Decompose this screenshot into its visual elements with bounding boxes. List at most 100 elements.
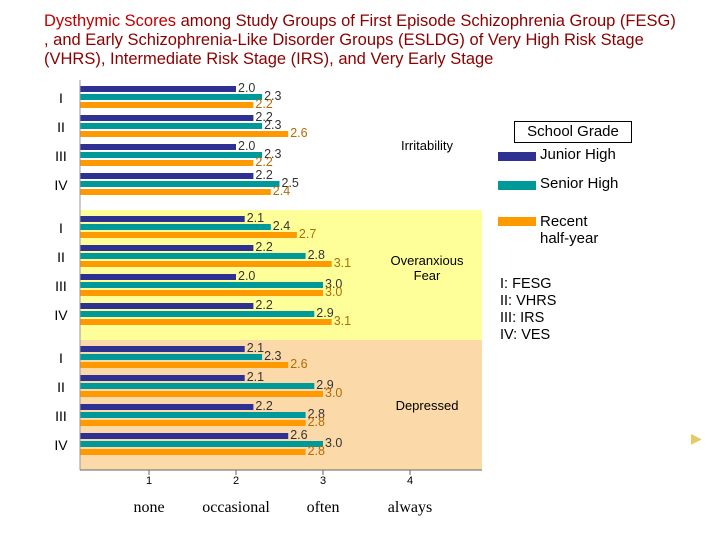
group-label: I [59,220,63,236]
data-label: 2.2 [255,97,272,111]
data-label: 2.8 [308,444,325,458]
x-tick-label: often [307,499,340,516]
data-label: 2.1 [247,341,264,355]
data-label: 2.4 [273,184,290,198]
bar [80,189,271,195]
x-tick-number: 1 [146,475,152,487]
bar [80,131,289,137]
bar [80,86,236,92]
bar [80,404,254,410]
bar [80,412,306,418]
bar [80,245,254,251]
group-label: III [55,278,67,294]
data-label: 3.0 [325,386,342,400]
group-key-item: III: IRS [500,310,545,326]
legend-label-senior-high: Senior High [540,175,619,192]
legend-label-junior-high: Junior High [540,146,616,163]
bar [80,152,263,158]
legend-label-recent-half-year: Recent half-year [540,213,599,247]
legend-swatch-senior-high [498,181,536,190]
data-label: 3.0 [325,436,342,450]
x-tick-label: always [388,499,432,516]
data-label: 2.6 [290,357,307,371]
chart-title-rest: among Study Groups of First Episode Schi… [44,12,676,68]
bar [80,375,245,381]
bar [80,160,254,166]
data-label: 3.0 [325,285,342,299]
legend-swatch-junior-high [498,152,536,161]
group-label: IV [54,307,68,323]
group-label: II [57,119,65,135]
bar [80,224,271,230]
x-tick-number: 2 [233,475,239,487]
data-label: 2.0 [238,139,255,153]
x-tick-label: none [133,499,164,516]
data-label: 2.8 [308,407,325,421]
group-key-item: IV: VES [500,327,551,343]
bar [80,311,315,317]
bar [80,216,245,222]
bar [80,319,332,325]
arrow-icon: ▶ [691,430,702,446]
group-key-item: I: FESG [500,276,552,292]
bar [80,383,315,389]
data-label: 2.2 [255,298,272,312]
group-key: I: FESG II: VHRS III: IRS IV: VES [500,276,556,344]
data-label: 2.2 [255,399,272,413]
data-label: 2.3 [264,118,281,132]
group-label: I [59,350,63,366]
bar [80,391,323,397]
data-label: 2.3 [264,349,281,363]
group-label: IV [54,437,68,453]
data-label: 2.0 [238,269,255,283]
bar [80,253,306,259]
bar [80,290,323,296]
bar [80,362,289,368]
chart-title-highlight: Dysthymic Scores [44,12,177,30]
bar [80,94,263,100]
data-label: 2.3 [264,89,281,103]
data-label: 2.1 [247,211,264,225]
panel-label: Overanxious Fear [391,253,464,283]
bar [80,232,297,238]
bar [80,123,263,129]
bar [80,433,289,439]
bar [80,181,280,187]
x-tick-number: 3 [320,475,326,487]
bar [80,441,323,447]
bar [80,354,263,360]
data-label: 2.8 [308,248,325,262]
bar [80,173,254,179]
bar [80,261,332,267]
bar [80,102,254,108]
bar [80,303,254,309]
data-label: 2.5 [282,176,299,190]
bar [80,449,306,455]
bar [80,144,236,150]
data-label: 2.9 [316,378,333,392]
data-label: 2.0 [238,81,255,95]
chart-title: Dysthymic Scores among Study Groups of F… [44,12,684,69]
group-label: III [55,408,67,424]
data-label: 3.1 [334,314,351,328]
data-label: 2.2 [255,110,272,124]
x-tick-label: occasional [202,499,270,516]
data-label: 2.1 [247,370,264,384]
bar [80,420,306,426]
data-label: 3.0 [325,277,342,291]
data-label: 2.9 [316,306,333,320]
group-label: II [57,379,65,395]
data-label: 2.2 [255,240,272,254]
group-label: I [59,90,63,106]
bar [80,274,236,280]
panel-label: Depressed [396,398,459,413]
legend-swatch-recent-half-year [498,217,536,226]
group-label: IV [54,177,68,193]
data-label: 2.4 [273,219,290,233]
group-key-item: II: VHRS [500,293,557,309]
data-label: 3.1 [334,256,351,270]
group-label: II [57,249,65,265]
data-label: 2.2 [255,168,272,182]
data-label: 2.7 [299,227,316,241]
